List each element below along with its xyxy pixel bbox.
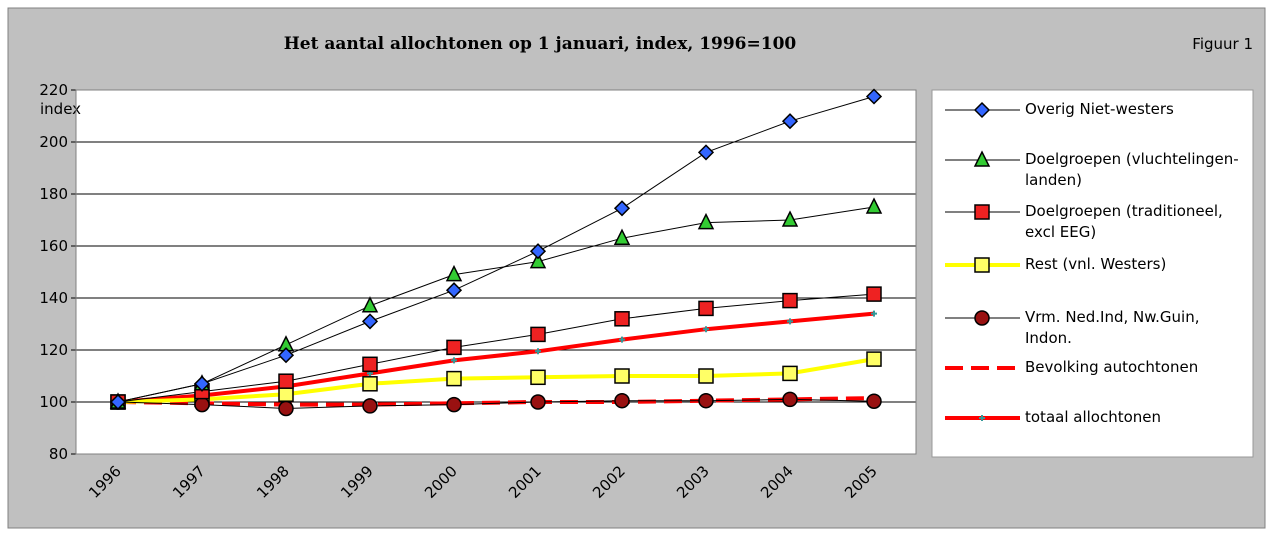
marker [109,393,127,411]
marker [703,326,709,333]
marker [530,369,546,386]
series-line [117,357,875,404]
marker [194,396,210,413]
plot-border [75,89,917,455]
marker [362,356,378,373]
marker [697,144,715,161]
marker [782,292,798,309]
series-line [117,206,875,403]
marker [613,200,631,217]
chart-title: Het aantal allochtonen op 1 januari, ind… [284,34,797,54]
marker [782,365,798,382]
marker [865,88,883,105]
marker [866,286,882,302]
marker [361,296,379,313]
marker [698,368,714,384]
marker [973,101,991,119]
marker [871,310,877,317]
marker [535,348,541,355]
legend-box [931,89,1254,458]
marker [361,313,379,330]
marker [974,310,990,326]
marker [979,415,985,421]
y-tick-label: 80 [49,445,68,463]
marker [614,311,630,327]
marker [781,210,799,227]
marker [974,204,990,220]
marker [614,368,630,384]
marker [362,398,378,414]
y-tick-label: 140 [39,289,68,307]
marker [787,318,793,325]
legend-label: totaal allochtonen [1025,408,1162,426]
series-line [117,398,875,410]
marker [697,212,715,230]
legend-label: Doelgroepen (traditioneel, excl EEG) [1025,202,1223,241]
legend-label: Vrm. Ned.Ind, Nw.Guin, Indon. [1025,308,1200,347]
y-tick-label: 200 [39,133,68,151]
marker [446,396,462,413]
figure-label: Figuur 1 [1192,35,1253,53]
marker [973,150,991,167]
marker [619,336,625,343]
marker [698,300,714,317]
series-line [117,96,875,403]
marker [451,357,457,364]
marker [866,393,882,409]
marker [529,243,547,260]
marker [781,113,799,130]
marker [278,400,294,417]
marker [278,386,294,402]
marker [446,370,462,387]
marker [613,228,631,245]
y-tick-label: 180 [39,185,68,203]
marker [277,347,295,364]
marker [278,373,294,389]
y-tick-label: 160 [39,237,68,255]
marker [974,257,990,273]
marker [614,392,630,409]
legend-label: Bevolking autochtonen [1025,358,1199,376]
marker [362,376,378,392]
marker [866,351,882,367]
marker [698,392,714,409]
series-line [117,293,875,403]
legend-label: Rest (vnl. Westers) [1025,255,1167,273]
y-tick-label: 100 [39,393,68,411]
legend-label: Doelgroepen (vluchtelingen-landen) [1025,150,1239,189]
marker [530,394,546,410]
marker [446,339,462,356]
marker [865,197,883,214]
marker [193,375,211,392]
y-tick-label: 220 [39,81,68,99]
y-tick-label: 120 [39,341,68,359]
marker [445,282,463,299]
marker [529,251,547,269]
y-axis-label: index [40,100,81,118]
marker [445,264,463,282]
series-line [117,311,875,404]
legend-label: Overig Niet-westers [1025,100,1174,118]
marker [530,326,546,343]
marker [782,391,798,408]
